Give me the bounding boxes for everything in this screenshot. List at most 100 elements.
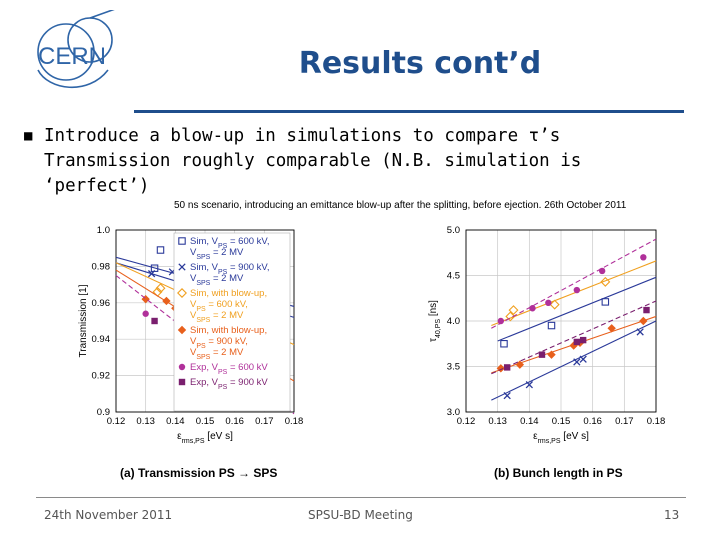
data-point [607,324,616,333]
y-tick-label: 0.9 [97,407,110,418]
data-point [573,358,581,366]
x-axis-label: εrms,PS [eV s] [177,431,233,445]
legend-label: VPS = 600 kV, [190,299,248,313]
footer-date: 24th November 2011 [44,508,173,522]
legend-label: Exp, VPS = 600 kV [190,362,268,376]
legend-marker [178,237,186,245]
data-point [151,317,158,325]
bullet-list: ■ Introduce a blow-up in simulations to … [24,124,684,199]
footer-divider [36,497,686,498]
y-tick-label: 0.94 [92,334,111,345]
legend-marker [177,325,187,335]
legend-label: VSPS = 2 MV [190,247,244,261]
data-point [529,305,536,312]
legend-label: Exp, VPS = 900 kV [190,377,268,391]
x-axis-label: εrms,PS [eV s] [533,431,589,445]
legend-label: Sim, with blow-up, [190,325,267,336]
data-point [508,305,519,316]
legend-box [173,232,291,412]
data-point [503,391,511,400]
y-tick-label: 3.0 [447,407,460,418]
x-tick-label: 0.14 [166,416,185,427]
y-axis-label: τ40,PS [ns] [428,300,442,342]
y-tick-label: 5.0 [447,225,460,236]
y-tick-label: 3.5 [447,362,460,373]
x-tick-label: 0.14 [520,416,539,427]
fit-line [491,300,657,375]
data-point [643,306,650,314]
fit-line [497,276,657,342]
data-point [579,355,587,363]
data-point [497,317,505,325]
bullet-line-3: ‘perfect’) [44,176,150,196]
x-tick-label: 0.17 [615,416,634,427]
footer-page-number: 13 [664,508,680,522]
legend-label: VSPS = 2 MV [190,347,244,361]
data-point [141,294,150,304]
data-point [505,311,516,322]
title-underline [134,110,684,113]
cern-logo-rings [37,10,115,89]
figure-title: 50 ns scenario, introducing an emittance… [174,200,627,211]
data-point [155,283,166,294]
fit-line [491,320,657,401]
data-point [496,364,506,373]
x-tick-label: 0.16 [583,416,602,427]
transmission-chart: 0.12 0.13 0.14 0.15 0.16 0.17 0.18 0.9 0.92 0.94 0… [78,225,304,445]
data-point [636,328,644,336]
data-point [573,338,581,346]
y-axis-label-group: τ40,PS [ns] [428,300,442,342]
x-tick-label: 0.15 [552,416,571,427]
legend-marker [178,363,186,371]
caption-bunch-length: (b) Bunch length in PS [494,466,623,480]
data-point [538,351,546,358]
x-tick-label: 0.12 [107,416,126,427]
y-tick-label: 0.98 [92,261,111,272]
data-point [600,276,611,287]
cern-logo: CERN [37,10,115,89]
legend-label: VSPS = 2 MV [190,310,244,324]
legend-label: Sim, VPS = 900 kV, [190,262,270,276]
legend-label: Sim, VPS = 600 kV, [190,236,270,250]
y-tick-label: 1.0 [97,225,110,236]
bullet-line-2: Transmission roughly comparable (N.B. si… [44,151,582,171]
data-point [162,296,171,306]
legend-label: VSPS = 2 MV [190,273,244,287]
fit-line [491,260,657,327]
x-tick-label: 0.17 [255,416,273,427]
data-point [525,381,533,389]
bunch-length-chart: 0.12 0.13 0.14 0.15 0.16 0.17 0.18 3.0 3.5 4.0 4.5… [428,225,666,445]
y-tick-label: 0.96 [92,298,111,309]
plot-frame [115,229,295,413]
y-tick-label: 4.5 [447,271,460,282]
legend-marker [178,263,186,271]
data-point [549,299,560,310]
data-point [147,270,156,278]
y-axis-label-group: Transmission [1] [78,284,89,357]
footer-meeting: SPSU-BD Meeting [308,508,413,522]
data-point [547,321,556,330]
data-point [639,316,648,326]
data-point [142,310,149,317]
data-point [500,340,508,348]
data-point [547,350,556,359]
data-point [156,246,165,254]
data-point [598,267,606,275]
legend-marker [178,378,186,386]
data-point [640,254,647,261]
x-tick-label: 0.18 [647,416,666,427]
x-tick-label: 0.13 [488,416,507,427]
cern-logo-text: CERN [38,43,106,70]
legend-marker [177,288,187,298]
data-point [503,364,511,371]
x-tick-label: 0.18 [285,416,304,427]
bullet-line-1: Introduce a blow-up in simulations to co… [44,126,561,146]
bullet-square-icon: ■ [24,128,33,144]
data-point [545,299,552,306]
data-point [579,336,587,344]
x-tick-label: 0.12 [457,416,476,427]
x-tick-label: 0.13 [136,416,155,427]
legend-label: VPS = 900 kV, [190,336,248,350]
x-tick-label: 0.15 [196,416,215,427]
legend-label: Sim, with blow-up, [190,288,267,299]
